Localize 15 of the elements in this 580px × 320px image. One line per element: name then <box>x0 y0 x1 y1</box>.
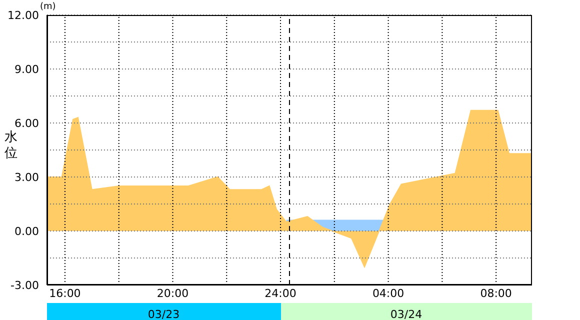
y-tick-label: 3.00 <box>14 170 39 184</box>
y-tick-label: 6.00 <box>14 116 39 130</box>
y-axis-title: 水位 <box>4 130 18 162</box>
x-tick-label: 20:00 <box>156 286 189 300</box>
x2-tick-label: 03/24 <box>390 308 422 320</box>
x-tick-label: 16:00 <box>49 286 81 300</box>
y-tick-label: -3.00 <box>10 278 39 292</box>
y-tick-label: 9.00 <box>14 62 39 76</box>
y-tick-label: 12.00 <box>8 8 39 22</box>
x-tick-label: 04:00 <box>372 286 404 300</box>
x-tick-label: 08:00 <box>480 286 512 300</box>
text: (m) <box>40 2 56 12</box>
x-tick-label: 24:00 <box>264 286 296 300</box>
y-tick-label: 0.00 <box>14 224 39 238</box>
x2-tick-label: 03/23 <box>148 308 180 320</box>
